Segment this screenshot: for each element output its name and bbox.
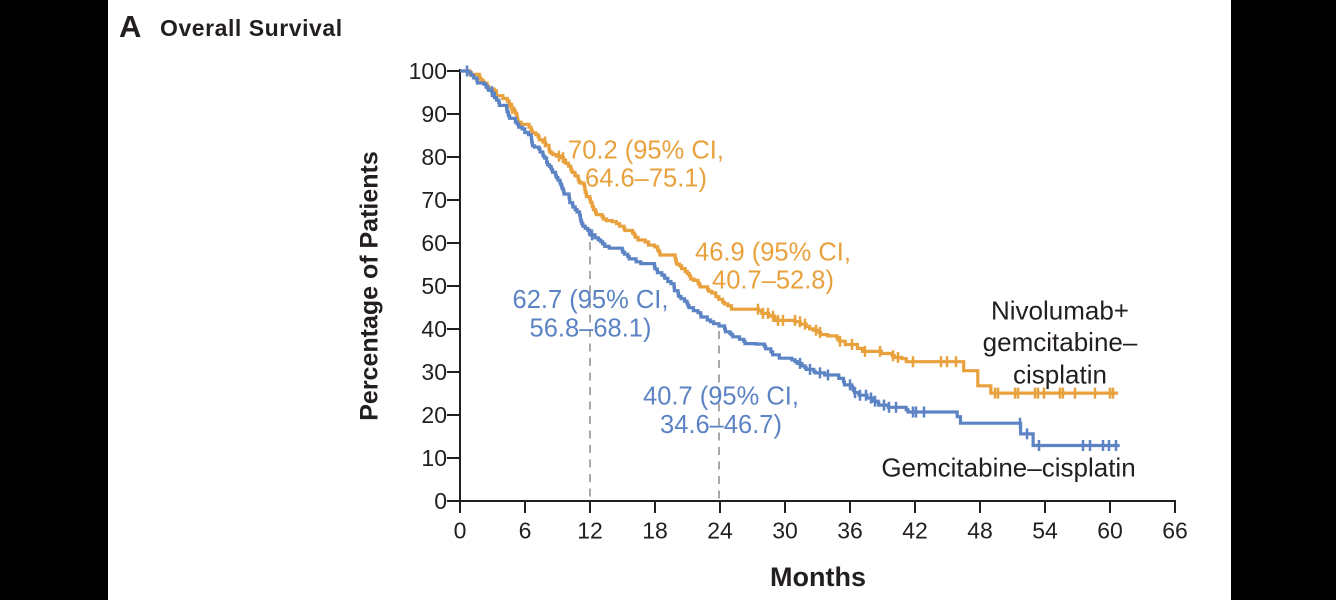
svg-text:56.8–68.1): 56.8–68.1) — [530, 315, 652, 343]
svg-text:40.7 (95% CI,: 40.7 (95% CI, — [643, 383, 799, 411]
svg-text:12: 12 — [577, 518, 603, 544]
svg-text:Gemcitabine–cisplatin: Gemcitabine–cisplatin — [881, 453, 1135, 483]
svg-text:60: 60 — [1097, 518, 1123, 544]
svg-text:90: 90 — [421, 101, 447, 127]
svg-text:54: 54 — [1032, 518, 1058, 544]
svg-text:42: 42 — [902, 518, 928, 544]
svg-text:30: 30 — [772, 518, 798, 544]
svg-text:62.7 (95% CI,: 62.7 (95% CI, — [513, 286, 669, 314]
svg-text:6: 6 — [519, 518, 532, 544]
svg-text:gemcitabine–: gemcitabine– — [983, 327, 1138, 357]
svg-text:10: 10 — [421, 445, 447, 471]
svg-text:64.6–75.1): 64.6–75.1) — [585, 164, 707, 192]
svg-text:Months: Months — [770, 562, 866, 592]
svg-text:70: 70 — [421, 187, 447, 213]
svg-text:cisplatin: cisplatin — [1013, 360, 1107, 390]
svg-text:66: 66 — [1162, 518, 1188, 544]
svg-text:50: 50 — [421, 273, 447, 299]
svg-text:70.2 (95% CI,: 70.2 (95% CI, — [568, 137, 724, 165]
svg-text:Overall Survival: Overall Survival — [160, 15, 343, 41]
svg-text:30: 30 — [421, 359, 447, 385]
svg-text:24: 24 — [707, 518, 733, 544]
svg-text:80: 80 — [421, 144, 447, 170]
svg-text:0: 0 — [454, 518, 467, 544]
svg-text:18: 18 — [642, 518, 668, 544]
svg-text:Nivolumab+: Nivolumab+ — [991, 296, 1129, 326]
svg-text:34.6–46.7): 34.6–46.7) — [660, 411, 782, 439]
svg-text:A: A — [119, 9, 141, 44]
svg-text:40: 40 — [421, 316, 447, 342]
svg-text:20: 20 — [421, 402, 447, 428]
svg-text:Percentage of Patients: Percentage of Patients — [356, 151, 384, 421]
svg-text:36: 36 — [837, 518, 863, 544]
svg-text:40.7–52.8): 40.7–52.8) — [712, 267, 834, 295]
svg-text:48: 48 — [967, 518, 993, 544]
svg-text:60: 60 — [421, 230, 447, 256]
svg-text:46.9 (95% CI,: 46.9 (95% CI, — [695, 238, 851, 266]
svg-text:0: 0 — [434, 488, 447, 514]
svg-text:100: 100 — [409, 58, 447, 84]
